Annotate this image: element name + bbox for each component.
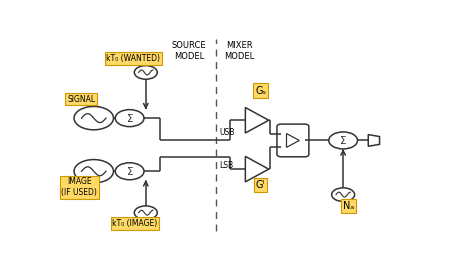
Text: $\Sigma$: $\Sigma$ xyxy=(125,165,134,177)
Text: IMAGE
(IF USED): IMAGE (IF USED) xyxy=(62,177,97,197)
Text: SIGNAL: SIGNAL xyxy=(67,94,95,104)
Text: Nₐ: Nₐ xyxy=(343,201,354,211)
Text: Gₛ: Gₛ xyxy=(255,86,266,95)
Text: MIXER
MODEL: MIXER MODEL xyxy=(224,41,254,61)
Text: kT₀ (WANTED): kT₀ (WANTED) xyxy=(106,54,160,63)
Text: $\Sigma$: $\Sigma$ xyxy=(339,134,347,147)
Text: $\Sigma$: $\Sigma$ xyxy=(125,112,134,124)
Text: USB: USB xyxy=(219,128,235,137)
Text: kT₀ (IMAGE): kT₀ (IMAGE) xyxy=(113,219,157,228)
Text: SOURCE
MODEL: SOURCE MODEL xyxy=(171,41,206,61)
Text: LSB: LSB xyxy=(219,161,233,170)
Text: Gᴵ: Gᴵ xyxy=(256,180,265,190)
